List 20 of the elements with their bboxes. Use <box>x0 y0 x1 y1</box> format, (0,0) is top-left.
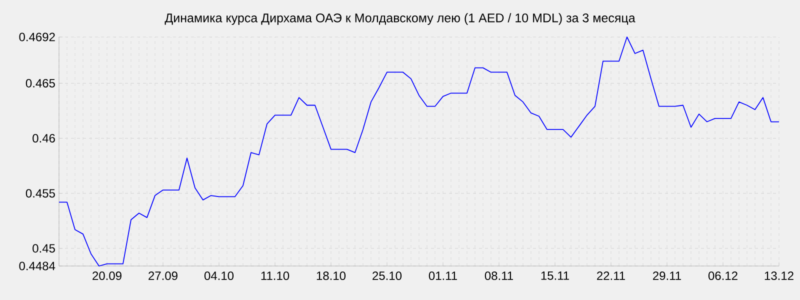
y-tick-label: 0.45 <box>32 244 55 253</box>
x-tick-label: 27.09 <box>148 272 178 280</box>
x-tick-label: 01.11 <box>428 272 457 280</box>
y-tick-label: 0.455 <box>26 189 55 198</box>
x-tick-label: 20.09 <box>92 272 122 280</box>
x-tick-label: 18.10 <box>316 272 346 280</box>
x-tick-label: 04.10 <box>204 272 234 280</box>
x-tick-label: 11.10 <box>261 272 290 280</box>
y-tick-label: 0.4692 <box>19 32 55 42</box>
x-tick-label: 25.10 <box>372 272 402 280</box>
chart-title: Динамика курса Дирхама ОАЭ к Молдавскому лею (1 AED / 10 MDL) за 3 месяца <box>164 13 636 25</box>
y-tick-label: 0.465 <box>26 78 55 88</box>
x-tick-label: 29.11 <box>653 272 681 280</box>
x-tick-label: 06.12 <box>708 272 738 280</box>
x-tick-label: 08.11 <box>484 272 513 280</box>
x-tick-label: 13.12 <box>764 272 794 280</box>
x-tick-label: 15.11 <box>541 272 569 280</box>
x-tick-label: 22.11 <box>597 272 625 280</box>
y-tick-label: 0.4484 <box>19 262 56 270</box>
y-tick-label: 0.46 <box>32 134 55 143</box>
